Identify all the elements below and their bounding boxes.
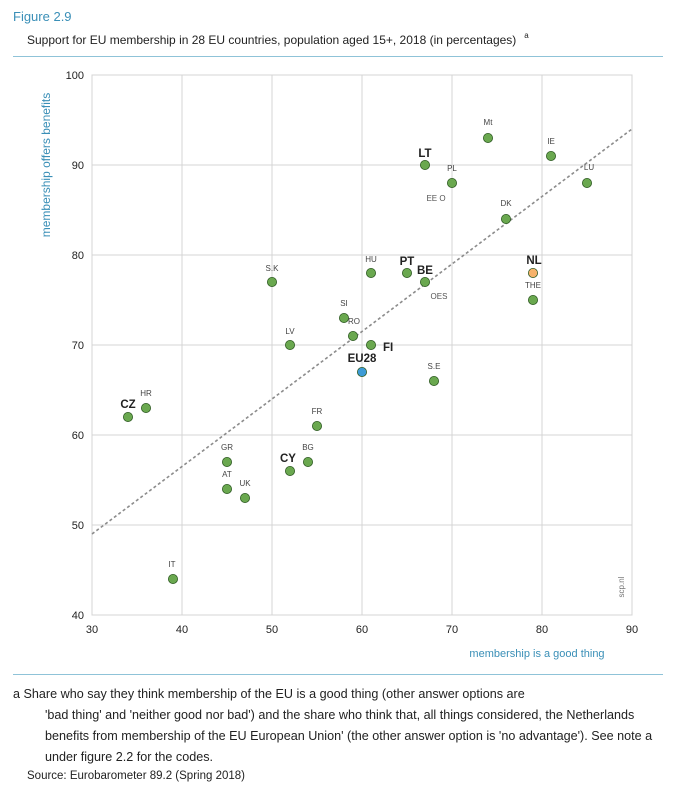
point-label: OES bbox=[431, 292, 448, 301]
top-divider bbox=[13, 56, 663, 57]
data-point bbox=[401, 267, 412, 278]
scatter-chart: 30 40 50 60 70 80 90405060708090100membership … bbox=[39, 70, 638, 660]
point-label: CZ bbox=[120, 399, 135, 411]
x-tick-label: 50 bbox=[266, 624, 278, 636]
data-point bbox=[528, 267, 539, 278]
point-label: UK bbox=[239, 479, 251, 488]
data-point bbox=[419, 276, 430, 287]
data-point bbox=[123, 411, 134, 422]
point-label: LU bbox=[584, 163, 594, 172]
y-tick-label: 50 bbox=[72, 520, 84, 532]
y-tick-label: 90 bbox=[72, 160, 84, 172]
point-label: BG bbox=[302, 443, 314, 452]
y-axis-title: membership offers benefits bbox=[39, 93, 53, 238]
figure-title-text: Support for EU membership in 28 EU count… bbox=[27, 33, 517, 47]
point-label: HU bbox=[365, 255, 377, 264]
point-label: Mt bbox=[484, 118, 494, 127]
x-tick-label: 90 bbox=[626, 624, 638, 636]
data-point bbox=[428, 375, 439, 386]
data-point bbox=[221, 483, 232, 494]
point-label: AT bbox=[222, 470, 232, 479]
data-point bbox=[482, 133, 493, 144]
point-label: LT bbox=[418, 148, 431, 160]
y-tick-label: 40 bbox=[72, 610, 84, 622]
point-label: S.E bbox=[428, 362, 441, 371]
data-point bbox=[302, 456, 313, 467]
data-point bbox=[528, 294, 539, 305]
point-label: HR bbox=[140, 389, 152, 398]
data-point bbox=[546, 151, 557, 162]
trend-line bbox=[91, 128, 633, 535]
footnote-rest: 'bad thing' and 'neither good nor bad') … bbox=[45, 708, 653, 764]
point-label: RO bbox=[348, 317, 360, 326]
point-label: EU28 bbox=[348, 353, 377, 365]
point-label: PT bbox=[400, 256, 415, 268]
x-tick-label: 80 bbox=[536, 624, 548, 636]
y-tick-label: 100 bbox=[66, 70, 84, 82]
point-label: BE bbox=[417, 265, 433, 277]
point-label: THE bbox=[525, 281, 541, 290]
point-label: CY bbox=[280, 453, 296, 465]
watermark: scp.nl bbox=[617, 576, 626, 597]
footnote-first-line: a Share who say they think membership of… bbox=[13, 687, 525, 701]
point-label: S.K bbox=[266, 264, 280, 273]
y-tick-label: 70 bbox=[72, 340, 84, 352]
data-point bbox=[347, 330, 358, 341]
data-point bbox=[500, 213, 511, 224]
data-point bbox=[284, 465, 295, 476]
x-tick-label: 60 bbox=[356, 624, 368, 636]
point-label: GR bbox=[221, 443, 233, 452]
data-point bbox=[239, 492, 250, 503]
data-point bbox=[582, 178, 593, 189]
data-point bbox=[446, 178, 457, 189]
x-tick-label: 40 bbox=[176, 624, 188, 636]
data-point bbox=[365, 339, 376, 350]
point-label: FI bbox=[383, 342, 393, 354]
point-label: NL bbox=[526, 255, 541, 267]
point-label: PL bbox=[447, 164, 457, 173]
source-line: Source: Eurobarometer 89.2 (Spring 2018) bbox=[27, 770, 245, 782]
point-label: EE O bbox=[426, 194, 445, 203]
y-tick-label: 80 bbox=[72, 250, 84, 262]
bottom-divider bbox=[13, 674, 663, 675]
point-label: IE bbox=[547, 137, 555, 146]
data-point bbox=[167, 574, 178, 585]
figure-label: Figure 2.9 bbox=[13, 9, 72, 24]
point-label: DK bbox=[500, 199, 512, 208]
data-point bbox=[365, 267, 376, 278]
point-label: IT bbox=[168, 560, 175, 569]
x-axis-title: membership is a good thing bbox=[469, 648, 604, 660]
data-point bbox=[284, 339, 295, 350]
data-point bbox=[311, 420, 322, 431]
figure-title-note-mark: a bbox=[524, 31, 529, 40]
point-label: FR bbox=[312, 407, 323, 416]
data-point bbox=[338, 312, 349, 323]
footnote: a Share who say they think membership of… bbox=[13, 684, 678, 768]
data-point bbox=[419, 160, 430, 171]
point-label: SI bbox=[340, 299, 348, 308]
data-point bbox=[221, 456, 232, 467]
x-tick-label: 30 bbox=[86, 624, 98, 636]
figure-title: Support for EU membership in 28 EU count… bbox=[27, 31, 529, 47]
point-label: LV bbox=[285, 327, 295, 336]
x-tick-label: 70 bbox=[446, 624, 458, 636]
data-point bbox=[266, 276, 277, 287]
data-point bbox=[140, 402, 151, 413]
data-point bbox=[356, 366, 367, 377]
y-tick-label: 60 bbox=[72, 430, 84, 442]
